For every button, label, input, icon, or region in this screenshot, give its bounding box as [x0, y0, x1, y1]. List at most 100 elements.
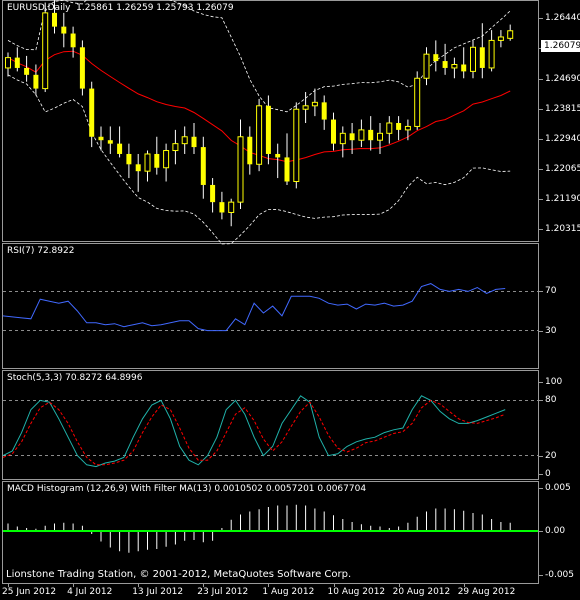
candle-body-up [181, 136, 188, 145]
candle-body-down [461, 64, 467, 72]
stoch-title: Stoch(5,3,3) 70.8272 64.8996 [7, 373, 143, 383]
candle-body-down [61, 26, 67, 34]
candle-body-down [210, 184, 216, 203]
candle-body-up [386, 122, 393, 134]
date-label: 10 Aug 2012 [327, 587, 386, 597]
scale-tick [539, 138, 543, 140]
scale-tick [539, 575, 543, 576]
candle-body-up [293, 108, 300, 182]
date-tick [268, 584, 270, 587]
stoch-label: 100 [545, 377, 563, 387]
candle-body-down [33, 74, 39, 89]
candle-body-up [172, 143, 179, 152]
rsi-label: 30 [545, 325, 557, 336]
stoch-signal-line [2, 399, 506, 466]
candle-body-up [256, 105, 263, 165]
main-price-pane[interactable]: EURUSD,Daily 1.25861 1.26259 1.25793 1.2… [2, 0, 539, 242]
price-label: 1.21190 [545, 194, 580, 205]
price-label: 1.22065 [545, 163, 580, 174]
candle-body-up [144, 153, 151, 172]
current-price-label: 1.26079 [541, 40, 580, 52]
macd-label: -0.005 [545, 570, 575, 580]
price-label: 1.23815 [545, 103, 580, 114]
candle-body-down [331, 119, 336, 144]
price-label: 1.22940 [545, 133, 580, 144]
scale-tick [539, 18, 543, 20]
candle-body-down [135, 164, 141, 172]
candle-body-down [126, 153, 132, 165]
scale-tick [539, 199, 543, 201]
candle-body-down [154, 153, 160, 168]
price-label: 1.20315 [545, 224, 580, 235]
candle-body-up [5, 57, 11, 69]
candle-body-up [311, 101, 318, 107]
candle-body-up [414, 77, 421, 127]
scale-tick [539, 168, 543, 170]
scale-tick [539, 382, 543, 383]
date-label: 13 Jul 2012 [132, 587, 184, 597]
scale-tick [539, 531, 543, 532]
scale-tick [539, 229, 543, 231]
candle-body-down [284, 157, 290, 182]
candle-body-down [107, 140, 113, 144]
candle-body-down [24, 67, 30, 75]
price-label: 1.26440 [545, 13, 580, 24]
candle-body-up [358, 129, 365, 141]
stoch-pane[interactable]: Stoch(5,3,3) 70.8272 64.8996 [2, 370, 539, 480]
candle-body-down [396, 123, 402, 130]
date-label: 25 Jun 2012 [2, 587, 57, 597]
candle-body-down [117, 143, 123, 154]
candle-body-down [368, 129, 374, 141]
rsi-title: RSI(7) 72.8922 [7, 246, 75, 256]
candle-body-up [404, 125, 411, 131]
macd-title: MACD Histogram (12,26,9) With Filter MA(… [7, 484, 367, 494]
candle-body-down [247, 136, 253, 165]
candle-body-down [52, 12, 57, 27]
candle-body-up [377, 132, 383, 141]
candle-body-down [219, 202, 225, 213]
date-tick [398, 584, 400, 587]
price-label: 1.24690 [545, 73, 580, 84]
rsi-line [2, 283, 506, 332]
candle-body-down [200, 147, 206, 185]
rsi-pane[interactable]: RSI(7) 72.8922 [2, 243, 539, 369]
candle-body-up [302, 105, 309, 110]
date-label: 4 Jul 2012 [67, 587, 113, 597]
main-chart-title: EURUSD,Daily 1.25861 1.26259 1.25793 1.2… [7, 3, 234, 13]
candle-body-up [507, 30, 514, 39]
candle-body-down [275, 153, 281, 158]
lower-band-line [7, 74, 511, 245]
candle-body-up [497, 36, 504, 41]
candle-body-up [470, 46, 476, 72]
date-tick [203, 584, 205, 587]
scale-tick [539, 291, 543, 293]
date-tick [463, 584, 465, 587]
scale-tick [539, 108, 543, 110]
macd-label: 0.00 [545, 526, 566, 536]
candle-body-down [433, 54, 439, 62]
candle-body-up [42, 12, 49, 90]
rsi-label: 70 [545, 286, 557, 297]
candle-body-up [237, 136, 244, 203]
candle-body-down [89, 88, 95, 137]
date-label: 29 Aug 2012 [457, 587, 516, 597]
candle-body-down [98, 136, 104, 141]
date-label: 1 Aug 2012 [262, 587, 315, 597]
macd-label: 0.005 [545, 483, 571, 493]
candle-body-up [163, 150, 170, 169]
scale-tick [539, 455, 543, 457]
candle-body-down [191, 136, 197, 148]
macd-pane[interactable]: MACD Histogram (12,26,9) With Filter MA(… [2, 481, 539, 584]
stoch-label: 20 [545, 450, 557, 461]
candle-body-up [228, 201, 235, 213]
date-label: 20 Aug 2012 [392, 587, 451, 597]
candle-body-down [14, 57, 20, 68]
candle-body-down [442, 61, 448, 68]
date-tick [333, 584, 335, 587]
candle-body-up [451, 64, 458, 69]
candle-body-up [423, 53, 430, 79]
candle-body-down [321, 102, 327, 120]
candle-body-down [265, 105, 271, 154]
candle-body-up [339, 132, 346, 145]
